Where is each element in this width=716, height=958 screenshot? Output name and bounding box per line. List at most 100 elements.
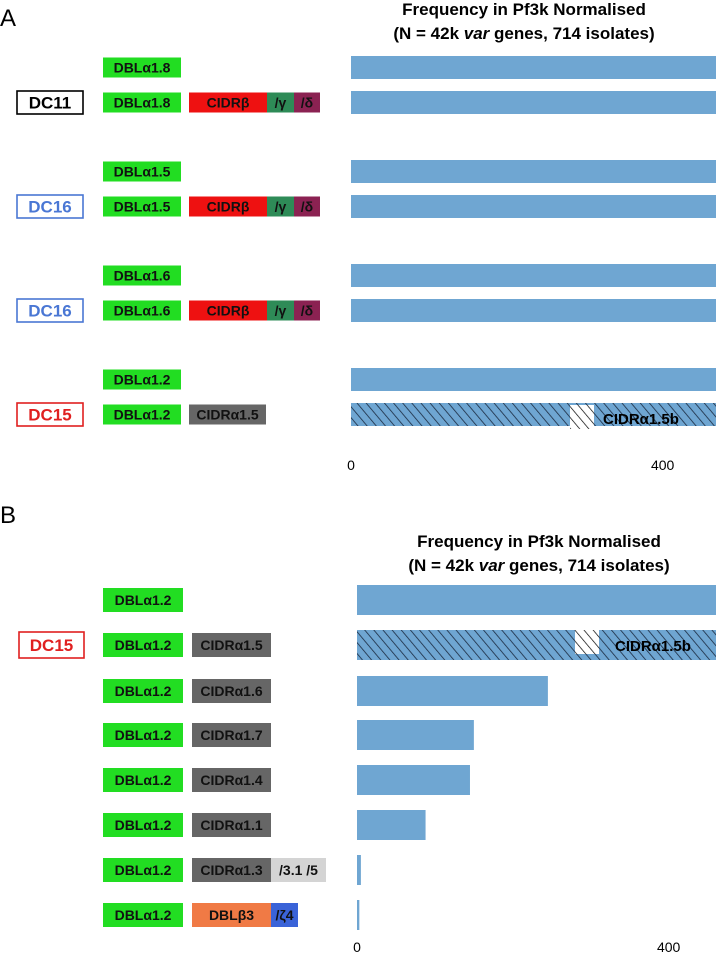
- domain-label: CIDRα1.5: [200, 637, 263, 653]
- domain-box: [189, 404, 266, 425]
- group-label: DC15: [30, 636, 73, 655]
- domain-label: DBLα1.6: [114, 303, 171, 319]
- domain-box: [103, 196, 181, 217]
- domain-label: /3.1 /5: [279, 862, 318, 878]
- domain-box: [103, 858, 183, 882]
- domain-label: /δ: [301, 303, 313, 319]
- bar: [351, 368, 716, 391]
- domain-label: /ζ4: [275, 907, 293, 923]
- domain-box: [189, 196, 267, 217]
- subtitle-part: genes, 714 isolates): [489, 24, 654, 43]
- domain-box: [192, 768, 271, 792]
- domain-label: /δ: [301, 95, 313, 111]
- bar: [351, 299, 716, 322]
- domain-box: [103, 633, 183, 657]
- chart-title: Frequency in Pf3k Normalised: [402, 0, 646, 19]
- domain-label: CIDRβ: [207, 303, 250, 319]
- domain-label: CIDRβ: [207, 95, 250, 111]
- domain-box: [267, 92, 294, 113]
- group-box: [16, 90, 84, 115]
- group-label: DC16: [28, 198, 71, 217]
- bar: [357, 855, 361, 885]
- chart-subtitle: (N = 42k var genes, 714 isolates): [393, 24, 654, 43]
- domain-label: DBLα1.2: [115, 727, 172, 743]
- domain-label: DBLα1.2: [114, 407, 171, 423]
- x-tick-label: 0: [353, 939, 361, 955]
- legend-swatch: [570, 405, 594, 429]
- domain-box: [189, 92, 267, 113]
- domain-box: [103, 903, 183, 927]
- domain-label: DBLα1.2: [115, 772, 172, 788]
- domain-label: DBLα1.8: [114, 60, 171, 76]
- panel-letter: B: [0, 502, 16, 529]
- bar: [351, 56, 716, 79]
- x-tick-label: 400: [651, 457, 675, 473]
- domain-label: DBLα1.2: [115, 637, 172, 653]
- domain-label: CIDRα1.3: [200, 862, 263, 878]
- domain-label: CIDRα1.6: [200, 683, 263, 699]
- bar: [351, 160, 716, 183]
- group-box: [16, 298, 84, 323]
- domain-label: DBLβ3: [209, 907, 254, 923]
- legend-label: CIDRα1.5b: [603, 411, 679, 428]
- domain-box: [192, 723, 271, 747]
- domain-label: DBLα1.2: [115, 907, 172, 923]
- domain-box: [267, 300, 294, 321]
- bar-hatched-segment: [351, 403, 716, 426]
- domain-box: [271, 903, 298, 927]
- domain-box: [192, 858, 271, 882]
- chart-subtitle: (N = 42k var genes, 714 isolates): [408, 556, 669, 575]
- domain-label: /γ: [275, 303, 287, 319]
- domain-box: [103, 57, 181, 78]
- domain-label: /γ: [275, 199, 287, 215]
- domain-box: [103, 768, 183, 792]
- domain-box: [103, 723, 183, 747]
- domain-label: CIDRα1.7: [200, 727, 263, 743]
- group-box: [18, 631, 85, 659]
- domain-box: [103, 161, 181, 182]
- domain-box: [294, 92, 320, 113]
- domain-box: [294, 300, 320, 321]
- bar: [351, 91, 716, 114]
- group-label: DC11: [29, 94, 72, 113]
- subtitle-part: var: [464, 24, 491, 43]
- domain-label: DBLα1.2: [115, 592, 172, 608]
- bar: [357, 810, 426, 840]
- domain-box: [192, 813, 271, 837]
- domain-box: [103, 92, 181, 113]
- domain-box: [103, 404, 181, 425]
- domain-box: [103, 265, 181, 286]
- domain-label: CIDRα1.5: [196, 407, 259, 423]
- domain-box: [271, 858, 326, 882]
- domain-label: DBLα1.6: [114, 268, 171, 284]
- group-box: [16, 402, 84, 427]
- subtitle-part: (N = 42k: [408, 556, 478, 575]
- domain-label: DBLα1.8: [114, 95, 171, 111]
- domain-label: /γ: [275, 95, 287, 111]
- domain-label: DBLα1.5: [114, 164, 171, 180]
- bar: [351, 195, 716, 218]
- domain-box: [103, 369, 181, 390]
- subtitle-part: (N = 42k: [393, 24, 463, 43]
- domain-label: DBLα1.2: [115, 862, 172, 878]
- bar: [357, 720, 474, 750]
- domain-box: [267, 196, 294, 217]
- x-tick-label: 0: [347, 457, 355, 473]
- bar-hatched-segment: [357, 630, 716, 660]
- chart-title: Frequency in Pf3k Normalised: [417, 532, 661, 551]
- domain-label: CIDRα1.1: [200, 817, 263, 833]
- domain-box: [103, 813, 183, 837]
- domain-label: DBLα1.2: [115, 817, 172, 833]
- domain-box: [103, 588, 183, 612]
- subtitle-part: var: [479, 556, 506, 575]
- domain-box: [192, 903, 271, 927]
- group-label: DC16: [28, 302, 71, 321]
- domain-box: [294, 196, 320, 217]
- domain-label: CIDRα1.4: [200, 772, 263, 788]
- group-box: [16, 194, 84, 219]
- domain-box: [103, 300, 181, 321]
- bar: [357, 676, 548, 706]
- subtitle-part: genes, 714 isolates): [504, 556, 669, 575]
- legend-swatch: [575, 630, 599, 654]
